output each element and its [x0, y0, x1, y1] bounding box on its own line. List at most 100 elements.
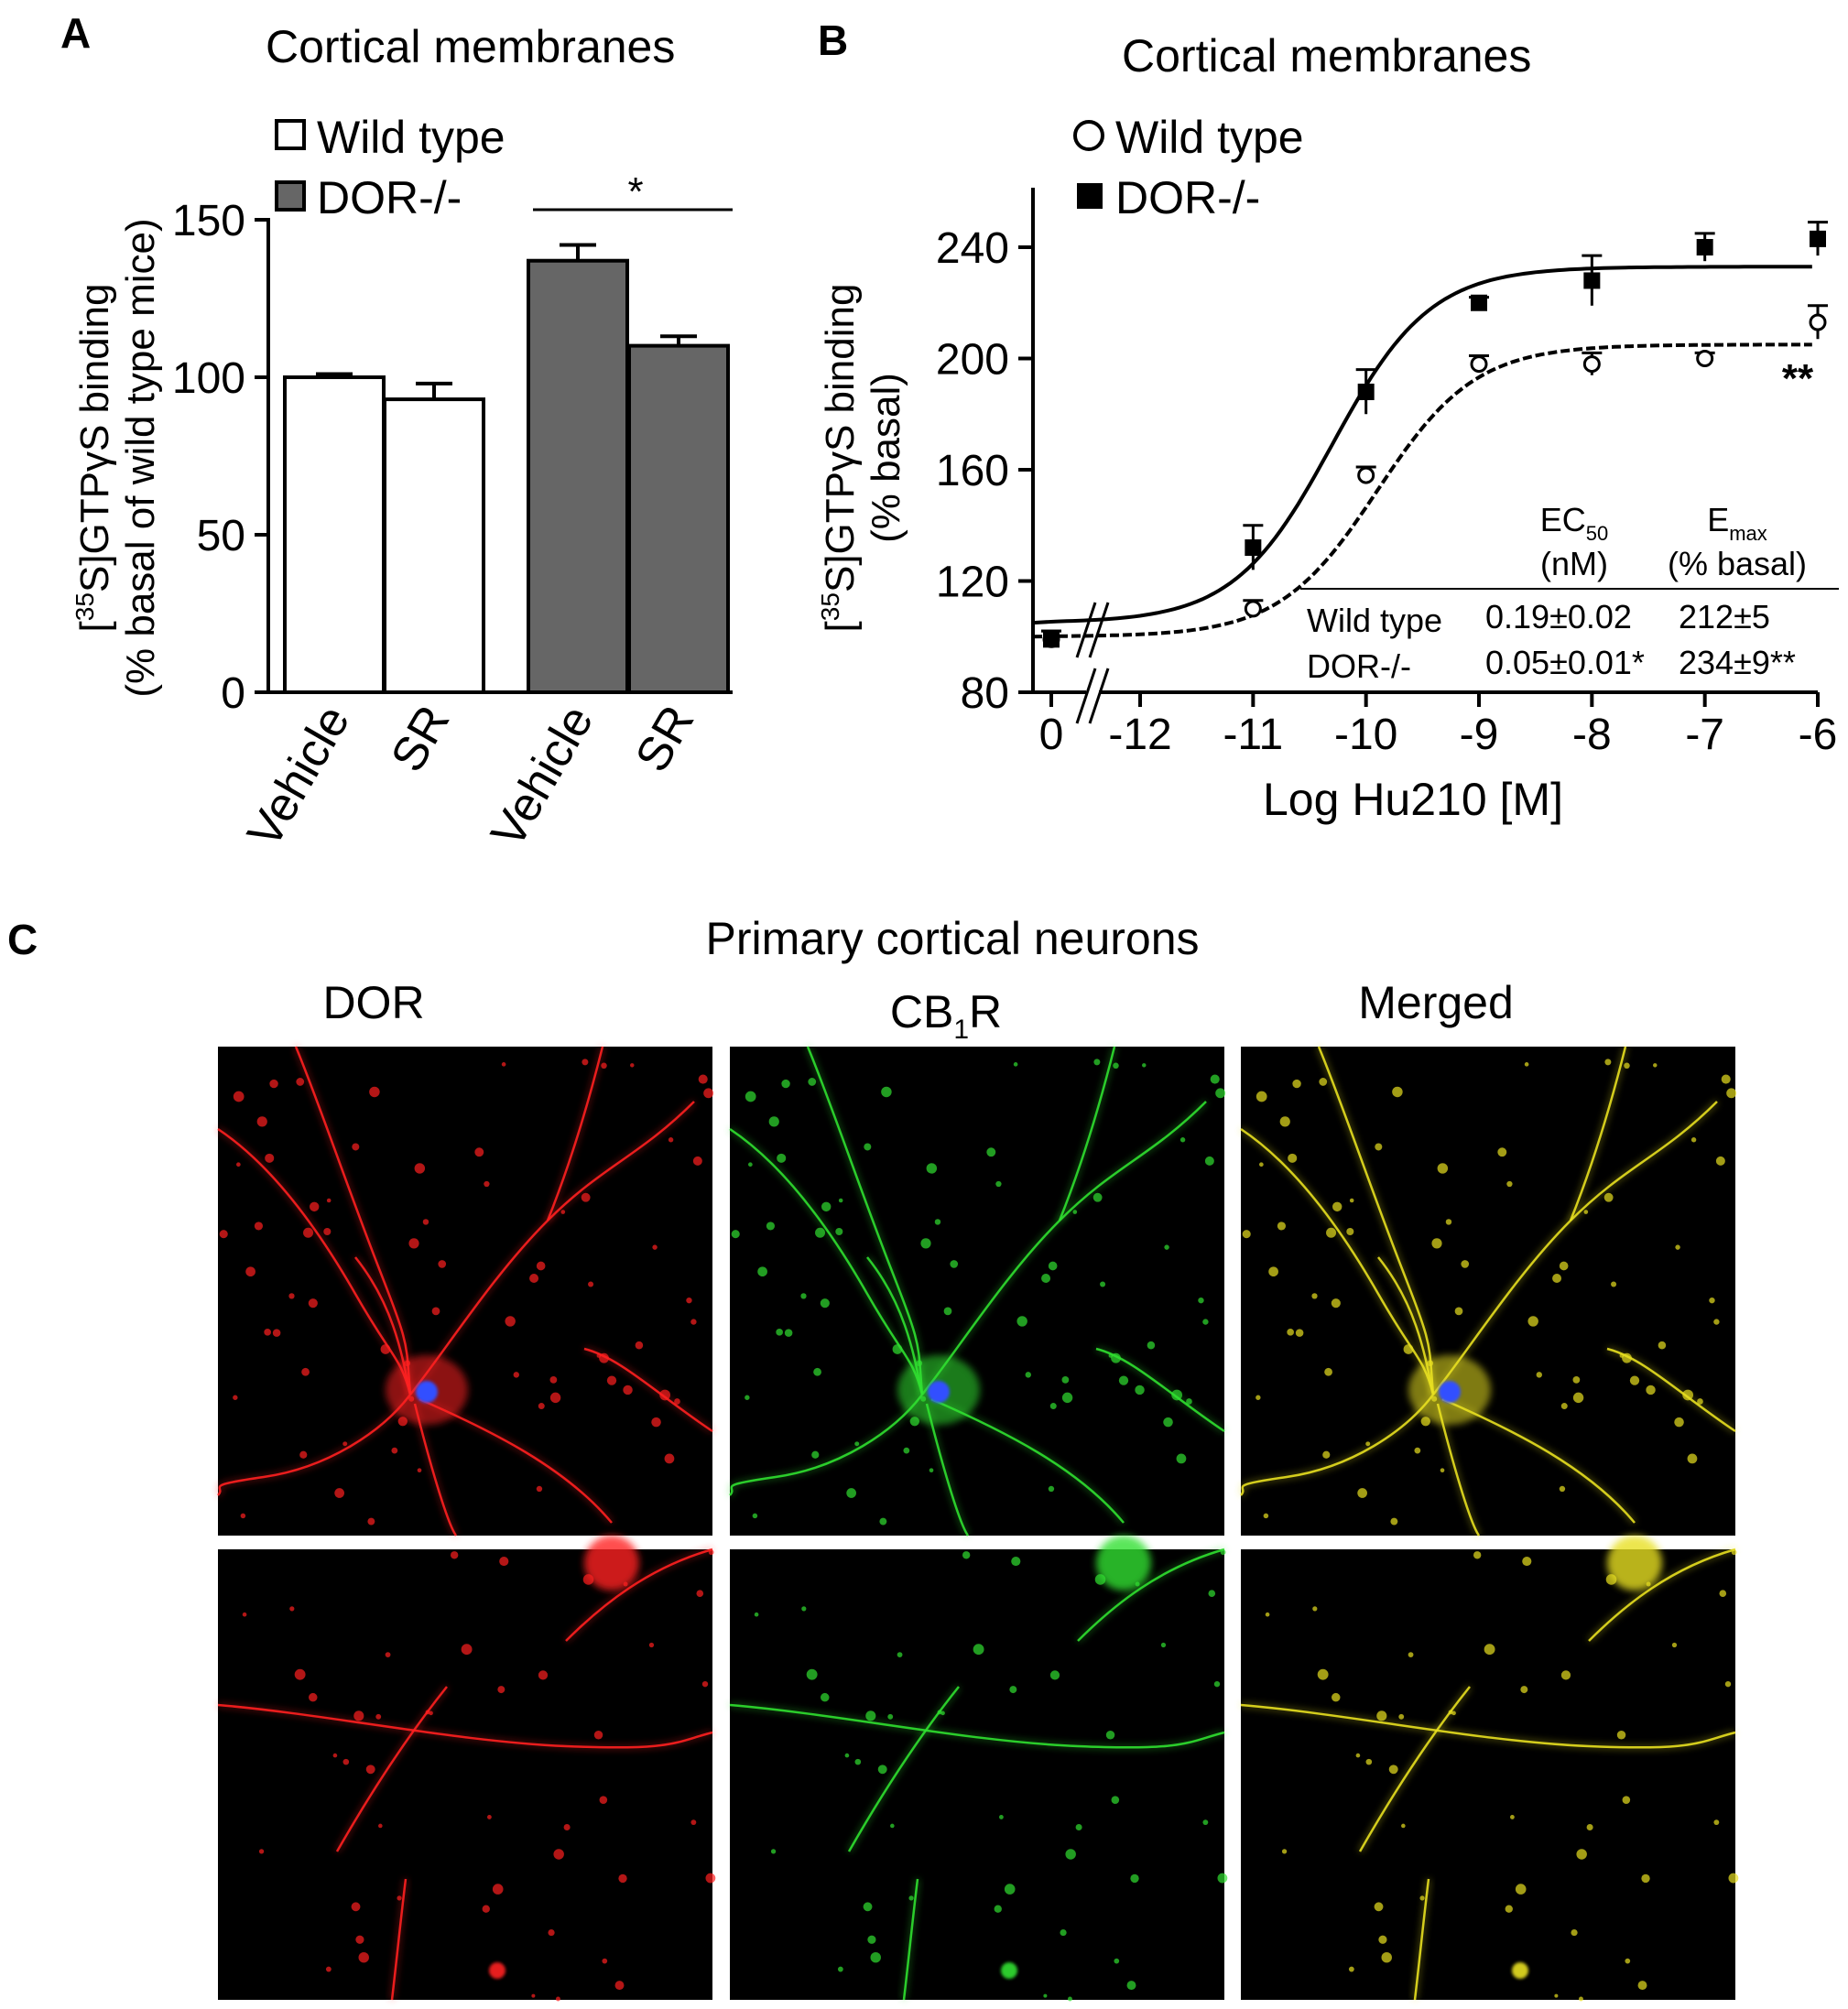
y-tick-label-150: 150	[172, 197, 245, 245]
point-square-6	[1810, 230, 1826, 247]
neurite-2	[565, 1547, 713, 1642]
punctum-33	[1505, 1905, 1513, 1913]
punctum-2	[1114, 1958, 1120, 1964]
bar-0	[283, 375, 386, 694]
punctum-58	[1690, 1137, 1697, 1143]
punctum-12	[599, 1352, 609, 1363]
punctum-25	[492, 1884, 504, 1895]
panel-b-inset-table: EC50 (nM) Emax (% basal) Wild type 0.19±…	[1300, 501, 1839, 685]
neurite-4	[1240, 1394, 1434, 1496]
b-y-tick-label-80: 80	[961, 669, 1009, 718]
punctum-69	[326, 1198, 332, 1203]
punctum-32	[1527, 1316, 1538, 1327]
table-row-wt-emax: 212±5	[1679, 598, 1770, 635]
column-label-dor: DOR	[322, 977, 424, 1028]
punctum-30	[1724, 1680, 1732, 1688]
punctum-42	[258, 1849, 265, 1854]
punctum-4	[1198, 1297, 1204, 1304]
punctum-67	[690, 1319, 697, 1325]
panel-c-title: Primary cortical neurons	[705, 913, 1199, 964]
bar-1	[383, 397, 485, 694]
punctum-41	[1697, 1398, 1703, 1405]
punctum-28	[375, 1713, 382, 1720]
punctum-37	[1208, 1590, 1216, 1598]
table-emax-unit: (% basal)	[1668, 545, 1807, 582]
punctum-19	[332, 1753, 338, 1758]
punctum-25	[367, 1517, 375, 1526]
neurite-8	[1606, 1347, 1736, 1433]
punctum-32	[1016, 1316, 1027, 1327]
punctum-4	[1571, 1928, 1578, 1937]
nucleus	[928, 1381, 950, 1403]
punctum-12	[1111, 1352, 1121, 1363]
table-ec50-unit: (nM)	[1540, 545, 1608, 582]
punctum-30	[701, 1680, 709, 1688]
table-row-dor-name: DOR-/-	[1307, 647, 1411, 685]
punctum-0	[1616, 1731, 1626, 1740]
punctum-43	[256, 1116, 267, 1127]
punctum-44	[296, 1078, 305, 1086]
neurite-1	[294, 1046, 412, 1395]
panel-a-ylabel-line2: (% basal of wild type mice)	[118, 218, 163, 697]
punctum-49	[815, 1227, 826, 1238]
punctum-27	[1049, 1670, 1060, 1680]
punctum-37	[664, 1453, 675, 1464]
punctum-8	[1454, 1307, 1463, 1316]
punctum-0	[593, 1731, 603, 1740]
punctum-6	[599, 1796, 608, 1804]
b-y-tick-label-240: 240	[936, 224, 1009, 273]
punctum-21	[233, 1395, 238, 1400]
punctum-35	[1641, 1873, 1650, 1884]
neurite-4	[729, 1394, 923, 1496]
punctum-0	[1559, 1485, 1566, 1493]
panel-c: C Primary cortical neurons DOR CB1R Merg…	[7, 913, 1739, 2002]
punctum-6	[1365, 1441, 1371, 1447]
punctum-11	[837, 1966, 843, 1972]
point-square-0	[1043, 631, 1060, 648]
micrograph-background	[218, 1549, 712, 2000]
punctum-18	[1346, 1227, 1354, 1236]
punctum-37	[1687, 1453, 1698, 1464]
punctum-66	[581, 1192, 591, 1202]
point-circle-2	[1357, 466, 1375, 484]
punctum-1	[265, 1153, 275, 1163]
panel-a-title: Cortical membranes	[266, 21, 675, 72]
punctum-21	[1065, 1849, 1076, 1860]
punctum-52	[1072, 1210, 1078, 1214]
punctum-38	[937, 1710, 942, 1715]
punctum-2	[1625, 1958, 1631, 1964]
punctum-60	[1715, 1156, 1725, 1166]
punctum-3	[1376, 1710, 1387, 1721]
punctum-15	[651, 1417, 661, 1428]
punctum-23	[245, 1266, 255, 1277]
punctum-30	[635, 1341, 644, 1350]
punctum-28	[887, 1713, 894, 1720]
punctum-20	[1061, 1392, 1073, 1404]
punctum-7	[890, 1823, 895, 1829]
punctum-29	[870, 1951, 881, 1963]
punctum-43	[1265, 1612, 1270, 1617]
neurite-0	[1240, 1703, 1736, 1749]
punctum-10	[1202, 1819, 1209, 1826]
punctum-23	[555, 1996, 560, 2002]
b-x-tick-label-6: -7	[1685, 711, 1724, 759]
punctum-21	[745, 1395, 750, 1400]
punctum-62	[1171, 1389, 1183, 1401]
punctum-25	[1515, 1884, 1527, 1895]
punctum-18	[1509, 1815, 1515, 1819]
punctum-23	[1268, 1266, 1278, 1277]
punctum-19	[652, 1244, 658, 1250]
punctum-49	[303, 1227, 314, 1238]
neurite-0	[729, 1703, 1225, 1749]
punctum-35	[618, 1873, 627, 1884]
micrograph-dor-row-1	[216, 1046, 714, 1537]
punctum-27	[538, 1670, 549, 1680]
punctum-26	[1671, 1642, 1678, 1648]
panel-b-ylabel-line2: (% basal)	[864, 373, 908, 543]
punctum-3	[353, 1710, 364, 1721]
punctum-6	[854, 1441, 860, 1447]
punctum-22	[1414, 1447, 1421, 1454]
punctum-9	[461, 1644, 473, 1656]
punctum-30	[1147, 1341, 1156, 1350]
punctum-14	[1025, 1372, 1032, 1378]
